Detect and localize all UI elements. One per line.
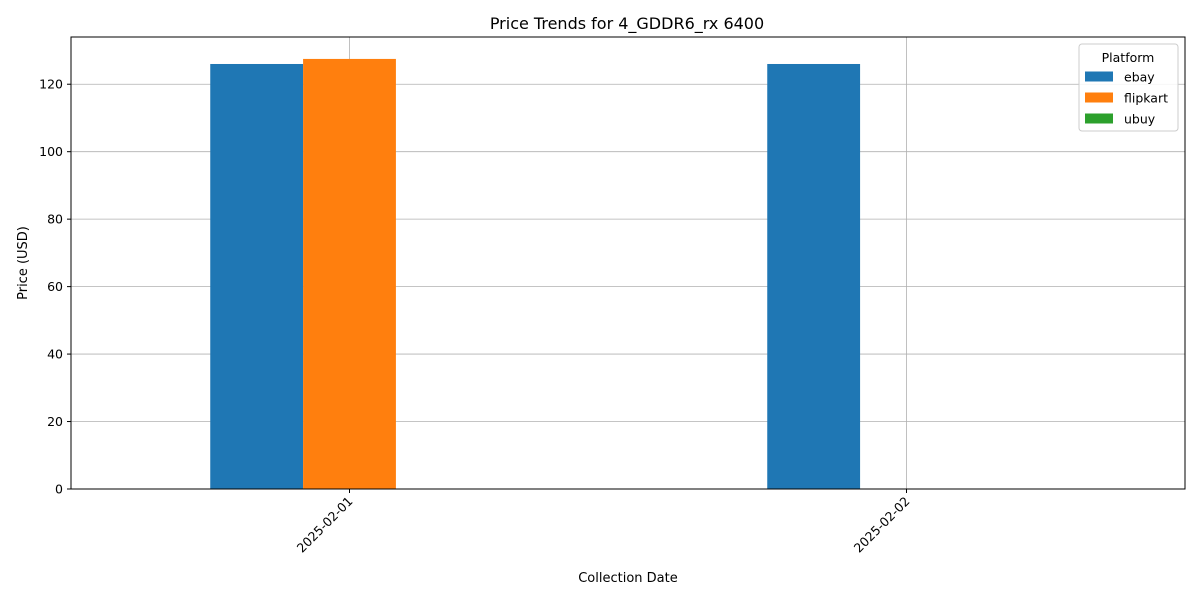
legend-frame [1078,43,1179,132]
legend-label-ebay: ebay [1124,70,1155,85]
y-tick-label: 100 [39,144,63,159]
legend-label-ubuy: ubuy [1124,112,1156,127]
y-tick-label: 60 [47,279,63,294]
bars [210,58,861,489]
legend-label-flipkart: flipkart [1124,91,1168,106]
bar-ebay-2025-02-02 [767,63,861,489]
legend-entries: ebay flipkart ubuy [1085,70,1168,127]
y-tick-label: 40 [47,347,63,362]
y-axis-ticks: 0 20 40 60 80 100 120 [39,77,71,497]
y-tick-label: 0 [55,482,63,497]
y-tick-label: 20 [47,414,63,429]
legend-swatch-ebay [1085,71,1113,82]
bar-flipkart-2025-02-01 [303,58,396,489]
plot-frame [70,36,1186,490]
chart-title: Price Trends for 4_GDDR6_rx 6400 [490,14,764,34]
legend-swatch-flipkart [1085,92,1113,103]
y-tick-label: 80 [47,212,63,227]
x-axis-label: Collection Date [578,571,678,586]
y-axis-label: Price (USD) [16,226,31,300]
y-tick-label: 120 [39,77,63,92]
legend-title: Platform [1102,50,1155,65]
bar-ebay-2025-02-01 [210,63,304,489]
legend: Platform ebay flipkart ubuy [1078,43,1179,132]
legend-swatch-ubuy [1085,113,1113,124]
